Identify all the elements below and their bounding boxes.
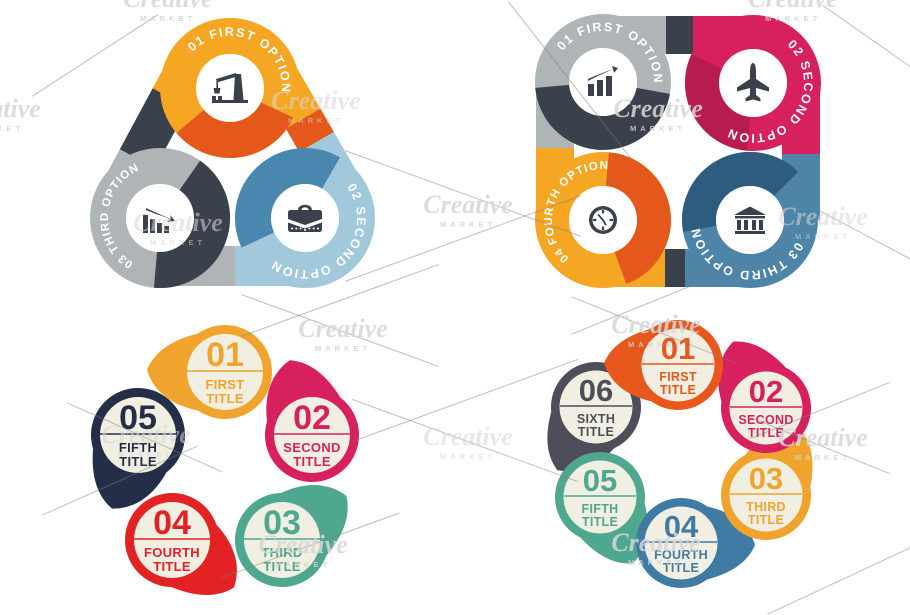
pin-title: TITLE [663,561,699,575]
pin-item-3: 03 THIRD TITLE [235,485,348,587]
pin-face [187,334,263,410]
pin-face [100,397,176,473]
pin-title: FOURTH [144,545,200,560]
edge-segment [285,108,334,152]
clock-icon [589,206,617,234]
triangle-rings [90,18,375,288]
hub-first [196,54,264,122]
pin-item-2: 02 SECOND TITLE [265,360,359,482]
pin-title: TITLE [578,425,614,439]
watermark-script: Creative [423,422,513,451]
pin-title: SECOND [738,413,793,427]
pin-face [729,371,803,445]
ring-first-accent [176,101,294,158]
pin-face [644,506,718,580]
pin-face [641,328,715,402]
airplane-icon [737,63,769,102]
pin-title: FIFTH [582,502,619,516]
pin-number: 02 [749,374,783,409]
briefcase-icon [288,204,322,232]
pin-title: TITLE [660,383,696,397]
pin-number: 01 [661,331,695,366]
pin-face [274,397,350,473]
pin-title: TITLE [582,515,618,529]
pin-item-4: 04 FOURTH TITLE [636,498,755,588]
pin-number: 05 [583,463,617,498]
ring-third-accent [153,160,230,288]
pin-face [134,502,210,578]
pin-title: TITLE [263,559,301,574]
square-cycle-infographic: 01 FIRST OPTION 02 SECOND OPTION 03 THIR… [535,14,821,288]
pin-number: 04 [153,504,191,542]
pentagon-cycle-infographic: 05 FIFTH TITLE 04 FOURTH TITLE 03 THIRD [91,325,359,595]
pin-title: SIXTH [577,412,615,426]
hexagon-cycle-infographic: 06 SIXTH TITLE 05 FIFTH TITLE 04 FOURTH [547,320,813,588]
pin-title: TITLE [119,454,157,469]
pin-item-1: 01 FIRST TITLE [604,320,723,410]
ring-third-accent [682,151,799,232]
pin-title: TITLE [293,454,331,469]
growth-chart-icon [588,66,618,96]
pin-number: 03 [749,461,783,496]
pin-title: SECOND [283,440,340,455]
ring-fourth-accent [605,152,671,284]
ring-first-accent [535,84,670,150]
pin-item-1: 01 FIRST TITLE [147,325,272,419]
creative-market-watermark: Creative MARKET [0,94,54,134]
ring-second-accent [685,54,751,151]
watermark-sub: MARKET [0,124,25,133]
pin-title: FIFTH [119,440,157,455]
pin-title: TITLE [748,426,784,440]
pin-number: 04 [664,509,699,544]
pin-number: 06 [579,373,613,408]
pin-face [563,460,637,534]
pin-face [244,502,320,578]
pin-title: TITLE [206,391,244,406]
pin-item-2: 02 SECOND TITLE [718,341,811,453]
ring-second-accent [235,148,340,248]
pin-number: 01 [206,336,244,374]
pin-title: THIRD [261,545,302,560]
pin-number: 03 [263,504,301,542]
pin-item-5: 05 FIFTH TITLE [555,452,648,564]
square-rings [535,14,821,288]
pin-title: TITLE [153,559,191,574]
pin-title: FOURTH [654,548,708,562]
hub-third [126,184,194,252]
pin-item-4: 04 FOURTH TITLE [125,493,237,595]
pin-face [559,370,633,444]
declining-chart-icon [143,208,175,233]
pin-face [729,458,803,532]
pin-number: 02 [293,399,331,437]
pin-number: 05 [119,399,157,437]
crane-icon [212,73,248,103]
hub-third [716,186,784,254]
pin-title: TITLE [748,513,784,527]
pin-item-5: 05 FIFTH TITLE [91,388,185,509]
watermark-script: Creative [0,94,41,123]
pin-title: FIRST [659,370,697,384]
pin-title: THIRD [746,500,786,514]
pin-title: FIRST [205,377,244,392]
bank-icon [734,206,766,234]
triangle-cycle-infographic: 01 FIRST OPTION 02 SECOND OPTION 03 THIR… [90,18,375,288]
